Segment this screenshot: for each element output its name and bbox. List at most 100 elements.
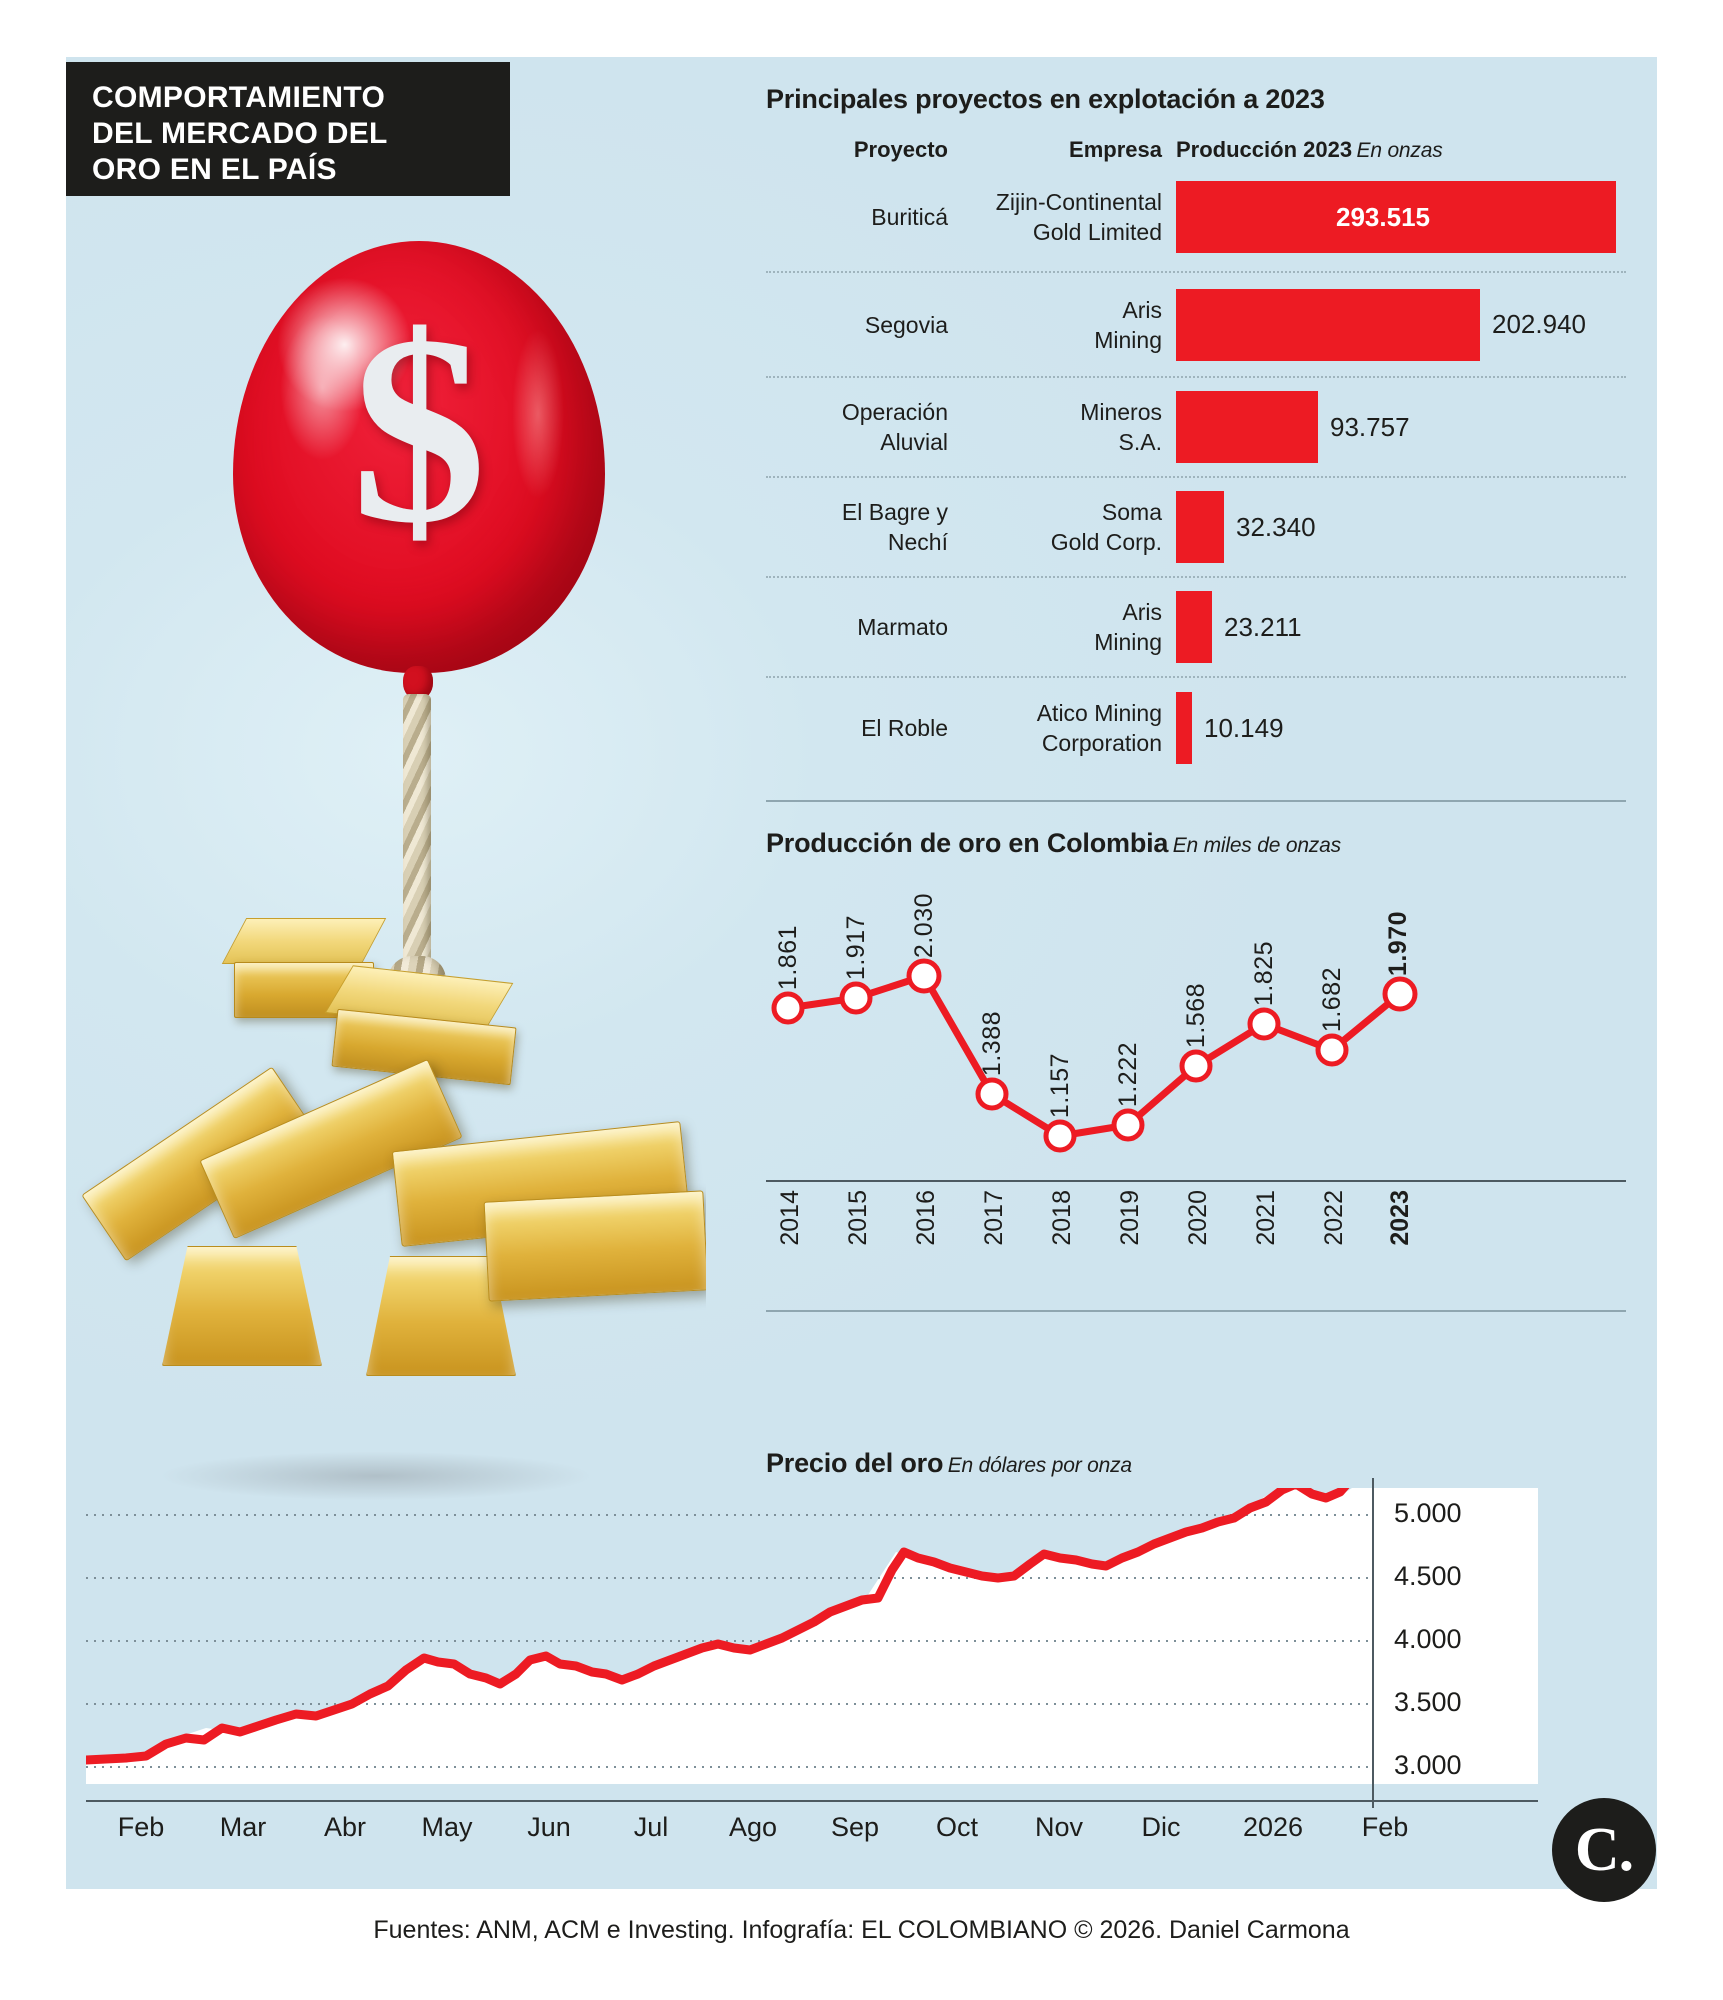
cell-project: Segovia	[864, 311, 948, 338]
cell-project: Marmato	[857, 614, 948, 640]
cell-company: Zijin-Continental Gold Limited	[966, 187, 1176, 247]
price-y-tick-4500: 4.500	[1394, 1561, 1462, 1591]
production-point-label: 1.682	[1318, 966, 1346, 1032]
cell-company-line1: Atico Mining	[1036, 700, 1162, 726]
column-header-production-unit: En onzas	[1356, 139, 1443, 162]
x-tick-2016: 2016	[912, 1190, 940, 1246]
price-y-tick-3500: 3.500	[1394, 1687, 1462, 1717]
x-tick-2019: 2019	[1116, 1190, 1144, 1246]
production-chart-plot: 1.861 1.917 2.030 1.388 1.157 1.222 1.56…	[766, 880, 1626, 1180]
production-bar	[1176, 391, 1318, 463]
cell-company-line1: Mineros	[1080, 399, 1162, 425]
cell-production: 202.940	[1176, 288, 1626, 361]
production-value: 293.515	[1336, 201, 1430, 232]
production-bar	[1176, 692, 1192, 764]
table-row: El Bagre y Nechí Soma Gold Corp. 32.340	[766, 478, 1626, 578]
dollar-sign-icon: $	[351, 280, 487, 579]
production-bar	[1176, 591, 1212, 663]
cell-company: Mineros S.A.	[966, 397, 1176, 457]
footer-credits: Fuentes: ANM, ACM e Investing. Infografí…	[373, 1916, 1350, 1944]
cell-company: Aris Mining	[966, 295, 1176, 355]
production-point-label: 1.157	[1046, 1052, 1074, 1118]
gold-bar-pile-4	[162, 1246, 322, 1366]
price-chart-y-axis	[1372, 1478, 1374, 1808]
price-chart-plot	[81, 1321, 1543, 1800]
price-x-tick-dic: Dic	[1141, 1812, 1181, 1842]
cell-production: 293.515	[1176, 181, 1626, 253]
price-x-tick-2026: 2026	[1242, 1812, 1304, 1842]
x-tick-2021: 2021	[1252, 1190, 1280, 1246]
cell-project-line1: Operación	[841, 399, 948, 425]
production-chart: Producción de oro en Colombia En miles d…	[766, 828, 1626, 1248]
price-x-tick-jun: Jun	[527, 1812, 571, 1842]
production-point-label: 1.222	[1114, 1041, 1142, 1107]
production-chart-subtitle: En miles de onzas	[1172, 834, 1341, 857]
cell-company-line2: Gold Corp.	[1050, 529, 1162, 555]
cell-project: Buriticá	[871, 204, 948, 230]
column-header-production-label: Producción 2023	[1176, 137, 1353, 162]
production-point-label: 1.388	[978, 1010, 1006, 1076]
production-bar	[1176, 181, 1616, 253]
illustration-floor-shadow	[76, 1441, 676, 1511]
cell-company: Soma Gold Corp.	[966, 497, 1176, 557]
cell-project-line2: Nechí	[887, 529, 948, 555]
cell-project-line1: El Bagre y	[841, 499, 948, 525]
cell-company-line1: Zijin-Continental	[995, 189, 1162, 215]
production-chart-x-labels: 2014 2015 2016 2017 2018 2019 2020 2021 …	[766, 1190, 1626, 1250]
production-bar	[1176, 288, 1480, 361]
production-point-label: 1.917	[842, 914, 870, 980]
table-row: Marmato Aris Mining 23.211	[766, 578, 1626, 678]
table-row: El Roble Atico Mining Corporation 10.149	[766, 678, 1626, 778]
cell-production: 23.211	[1176, 591, 1626, 663]
page-title-line-1: COMPORTAMIENTO	[92, 81, 386, 114]
price-x-tick-oct: Oct	[935, 1812, 978, 1842]
table-row: Operación Aluvial Mineros S.A. 93.757	[766, 378, 1626, 478]
production-chart-title: Producción de oro en Colombia	[766, 828, 1169, 858]
page-title: COMPORTAMIENTO DEL MERCADO DEL ORO EN EL…	[66, 62, 510, 196]
x-tick-2014: 2014	[776, 1190, 804, 1246]
production-value: 32.340	[1236, 511, 1316, 542]
x-tick-2023: 2023	[1386, 1190, 1414, 1246]
cell-company-line2: Mining	[1094, 326, 1162, 353]
cell-company-line2: S.A.	[1118, 429, 1162, 455]
price-x-tick-may: May	[421, 1812, 473, 1842]
cell-production: 10.149	[1176, 692, 1626, 764]
cell-company-line2: Corporation	[1041, 730, 1162, 756]
price-chart-subtitle: En dólares por onza	[947, 1454, 1132, 1477]
price-x-tick-feb-2: Feb	[1361, 1812, 1409, 1842]
price-x-tick-sep: Sep	[830, 1812, 880, 1842]
section-divider-1	[766, 800, 1626, 802]
cell-company: Aris Mining	[966, 597, 1176, 657]
production-point-label: 1.861	[774, 924, 802, 990]
x-tick-2015: 2015	[844, 1190, 872, 1246]
production-chart-header: Producción de oro en Colombia En miles d…	[766, 828, 1626, 859]
cell-production: 93.757	[1176, 391, 1626, 463]
production-line-svg	[771, 958, 1418, 1153]
production-value: 23.211	[1224, 611, 1302, 642]
cell-project: El Roble	[861, 715, 948, 741]
price-y-tick-5000: 5.000	[1394, 1498, 1462, 1528]
price-x-tick-abr: Abr	[323, 1812, 367, 1842]
cell-company-line1: Aris	[1122, 599, 1162, 625]
x-tick-2018: 2018	[1048, 1190, 1076, 1246]
x-tick-2022: 2022	[1320, 1190, 1348, 1246]
cell-project: Operación Aluvial	[766, 397, 966, 457]
price-chart-x-axis	[86, 1800, 1538, 1802]
cell-company-line2: Mining	[1094, 629, 1162, 655]
page-title-line-3: ORO EN EL PAÍS	[92, 153, 337, 186]
column-header-company: Empresa	[1069, 137, 1162, 162]
cell-production: 32.340	[1176, 491, 1626, 563]
price-chart-header: Precio del oro En dólares por onza	[766, 1448, 1132, 1479]
gold-bar-pile-6	[483, 1190, 706, 1302]
price-x-tick-mar: Mar	[219, 1812, 267, 1842]
price-y-tick-4000: 4.000	[1394, 1624, 1462, 1654]
production-value: 202.940	[1492, 309, 1586, 339]
price-chart-svg	[81, 1321, 1543, 1784]
table-row: Segovia Aris Mining 202.940	[766, 273, 1626, 378]
table-row: Buriticá Zijin-Continental Gold Limited …	[766, 163, 1626, 273]
projects-table-header: Proyecto Empresa Producción 2023 En onza…	[766, 129, 1626, 163]
price-x-tick-feb-1: Feb	[117, 1812, 165, 1842]
balloon-icon: $	[233, 241, 605, 673]
column-header-project: Proyecto	[853, 137, 948, 162]
projects-table: Proyecto Empresa Producción 2023 En onza…	[766, 129, 1626, 778]
